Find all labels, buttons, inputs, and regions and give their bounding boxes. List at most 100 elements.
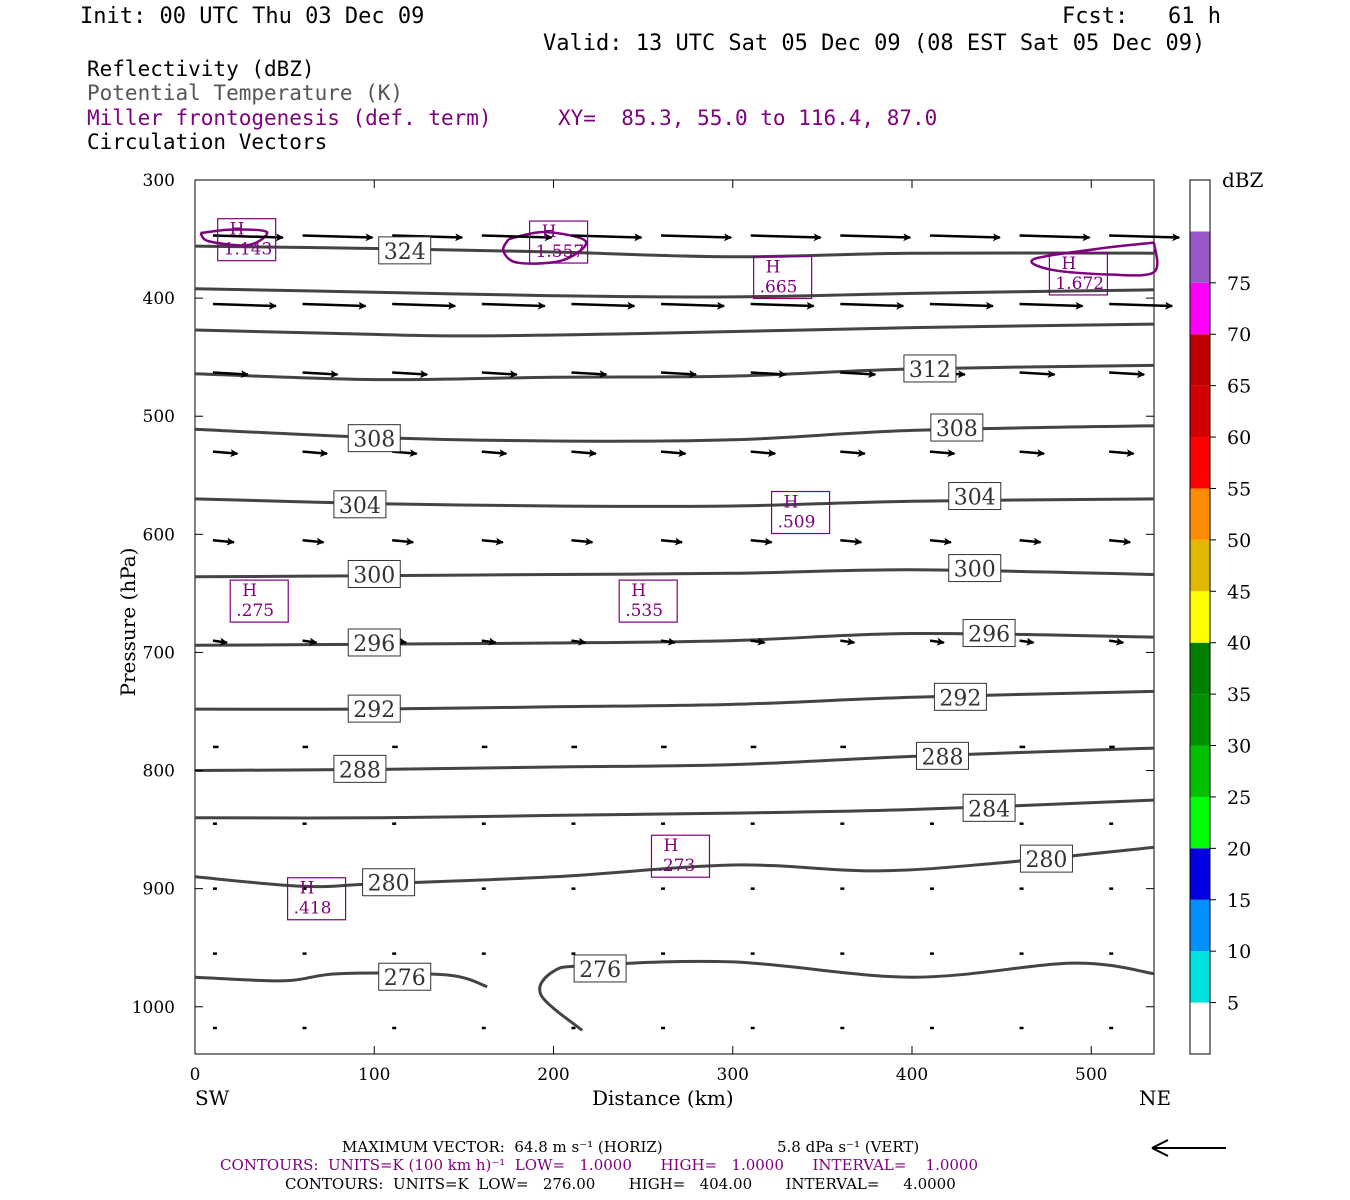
circulation-vector (392, 370, 429, 379)
theta-label-box (1019, 844, 1073, 873)
theta-contour-label: 288 (339, 758, 381, 783)
field-reflectivity: Reflectivity (dBZ) (87, 57, 315, 81)
circulation-vector (1019, 233, 1091, 242)
valid-time: Valid: 13 UTC Sat 05 Dec 09 (08 EST Sat … (543, 31, 1206, 56)
colorbar-segment (1190, 231, 1210, 283)
theta-label-box (378, 236, 432, 265)
colorbar-segment (1190, 796, 1210, 849)
theta-contour-line (194, 798, 1155, 820)
frontogenesis-contours (199, 228, 1159, 277)
circulation-vector (840, 301, 905, 310)
theta-contour-label: 304 (954, 486, 996, 511)
circulation-vector (481, 233, 553, 242)
frontogenesis-high-box (286, 877, 347, 921)
frontogenesis-high-marker: H (230, 220, 245, 240)
circulation-vector (1109, 370, 1146, 379)
theta-label-box (378, 962, 432, 991)
theta-label-box (915, 741, 969, 770)
theta-contour-line (194, 363, 1155, 382)
frontogenesis-highs: H1.143H1.557H.665H1.672H.509H.275H.535H.… (217, 218, 1109, 921)
theta-label-box (962, 793, 1016, 822)
max-vector-horiz: MAXIMUM VECTOR: 64.8 m s⁻¹ (HORIZ) (342, 1138, 663, 1156)
theta-contour-label: 292 (939, 686, 981, 711)
y-tick-label: 700 (143, 643, 175, 663)
theta-contour-label: 276 (384, 966, 426, 991)
circulation-vector (481, 301, 546, 310)
colorbar-level-label: 30 (1227, 736, 1251, 758)
circulation-vector (481, 370, 518, 379)
theta-contour-label: 324 (384, 240, 426, 265)
colorbar-level-label: 60 (1227, 427, 1251, 449)
theta-contour-label: 288 (921, 745, 963, 770)
colorbar-level-label: 55 (1227, 478, 1251, 500)
colorbar-level-label: 75 (1227, 273, 1251, 295)
theta-label-box (933, 682, 987, 711)
colorbar-segment (1190, 951, 1210, 1003)
circulation-vector (750, 537, 773, 546)
circulation-vector (392, 537, 415, 546)
field-potential-temperature: Potential Temperature (K) (87, 81, 404, 105)
circulation-vector (660, 637, 677, 646)
frontogenesis-high-value: 1.143 (224, 240, 273, 260)
circulation-vector (1019, 449, 1046, 458)
contour-labels: 324 312 308 308 304 304 300 300 296 296 292 292 288 2… (333, 236, 1073, 991)
colorbar-segment (1190, 385, 1210, 438)
y-tick-label: 900 (143, 880, 175, 900)
y-tick-label: 300 (143, 171, 175, 191)
colorbar-segment (1190, 539, 1210, 592)
circulation-vector (750, 449, 777, 458)
theta-contour-label: 292 (353, 698, 395, 723)
theta-contour-label: 284 (968, 797, 1010, 822)
theta-contour-line (194, 971, 488, 989)
circulation-vector (1019, 537, 1042, 546)
max-vector-vert: 5.8 dPa s⁻¹ (VERT) (777, 1138, 920, 1156)
circulation-vector (1109, 537, 1132, 546)
circulation-vector (212, 537, 235, 546)
circulation-vector (750, 637, 766, 646)
colorbar-level-label: 10 (1227, 941, 1251, 963)
x-tick-label: 400 (896, 1065, 928, 1085)
theta-label-box (347, 694, 401, 723)
circulation-vector (840, 370, 877, 379)
colorbar-unit: dBZ (1222, 168, 1264, 192)
circulation-vector (660, 370, 698, 379)
frontogenesis-high-value: .665 (760, 277, 798, 297)
colorbar-level-label: 25 (1227, 787, 1251, 809)
colorbar-border (1189, 179, 1211, 1055)
circulation-vector (571, 449, 597, 458)
circulation-vector (1109, 233, 1181, 242)
circulation-vector (481, 637, 497, 646)
circulation-vector (571, 637, 587, 646)
theta-label-box (347, 628, 401, 657)
circulation-vector (661, 233, 733, 242)
circulation-vector (212, 233, 284, 242)
circulation-vector (929, 637, 945, 646)
colorbar-segment (1190, 745, 1210, 797)
colorbar-level-label: 40 (1227, 633, 1251, 655)
theta-contour-line (538, 959, 1155, 1032)
frontogenesis-high-box (1048, 252, 1109, 296)
colorbar-segment (1190, 899, 1210, 952)
forecast-hour: Fcst: 61 h (1062, 4, 1221, 29)
frontogenesis-high-marker: H (663, 836, 678, 856)
theta-label-box (903, 354, 957, 383)
circulation-vector (1109, 301, 1174, 310)
cross-section-endpoints: XY= 85.3, 55.0 to 116.4, 87.0 (558, 106, 938, 130)
x-tick-label: 100 (358, 1065, 390, 1085)
y-axis-title: Pressure (hPa) (116, 547, 140, 697)
circulation-vector (929, 301, 994, 310)
circulation-vector (571, 370, 608, 379)
circulation-vector (302, 370, 339, 379)
circulation-vector (212, 370, 249, 379)
frontogenesis-high-value: .275 (236, 601, 274, 621)
circulation-vector (929, 537, 952, 546)
y-tick-label: 400 (143, 289, 175, 309)
circulation-vector (840, 537, 863, 546)
y-tick-label: 800 (143, 762, 175, 782)
colorbar-segment (1190, 180, 1210, 232)
theta-contour-label: 308 (353, 428, 395, 453)
colorbar-level-label: 20 (1227, 838, 1251, 860)
frontogenesis-high-marker: H (784, 493, 799, 513)
colorbar-segment (1190, 848, 1210, 900)
